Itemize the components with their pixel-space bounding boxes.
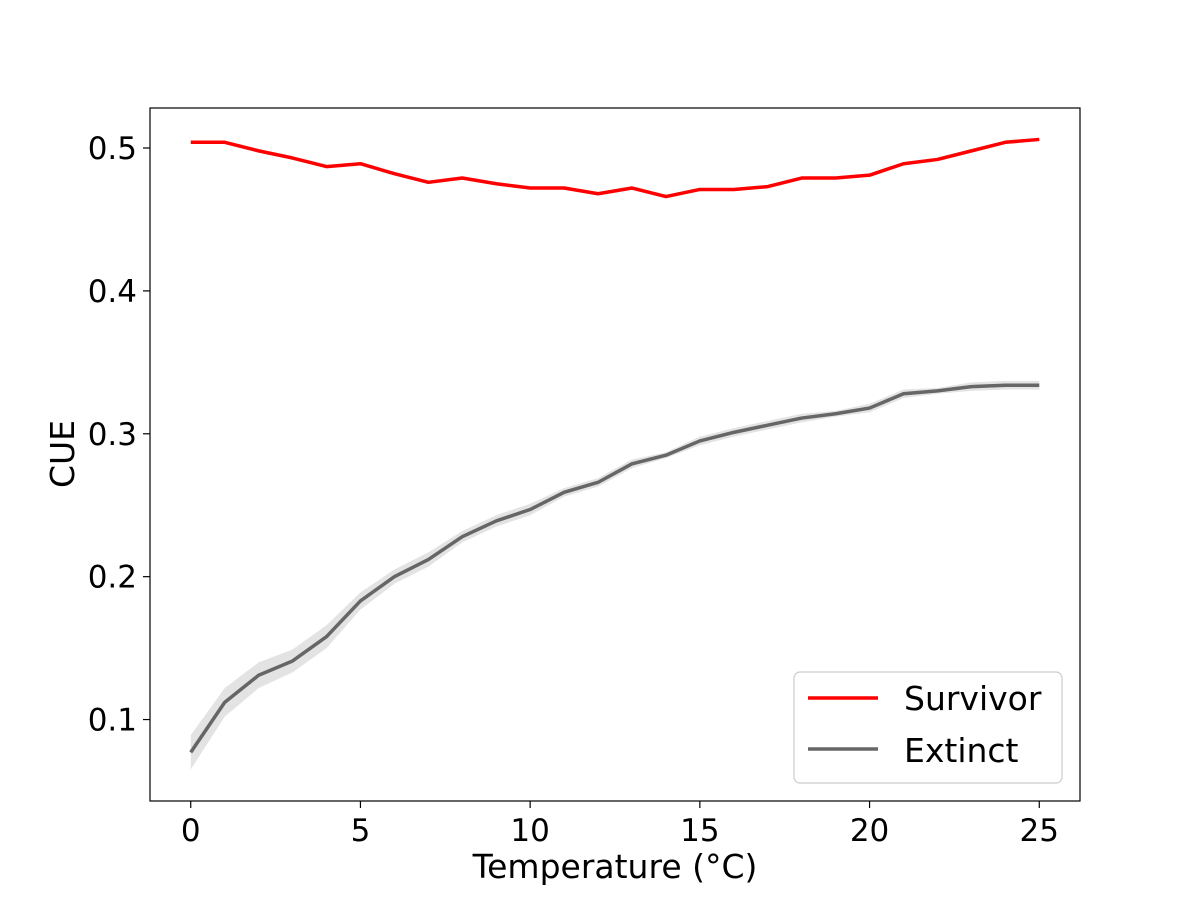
x-tick-label: 10: [510, 813, 549, 849]
y-tick-label: 0.4: [88, 274, 137, 310]
x-tick-label: 5: [351, 813, 371, 849]
x-axis: 0 5 10 15 20 25: [181, 801, 1059, 849]
legend: Survivor Extinct: [793, 671, 1063, 784]
x-axis-label: Temperature (°C): [472, 847, 758, 886]
x-tick-label: 20: [850, 813, 889, 849]
series-layer: [189, 137, 1040, 754]
y-tick-label: 0.1: [88, 703, 137, 739]
legend-label-extinct: Extinct: [904, 731, 1019, 770]
y-tick-label: 0.3: [88, 417, 137, 453]
x-tick-label: 25: [1020, 813, 1059, 849]
x-tick-label: 0: [181, 813, 201, 849]
plot-frame: [149, 107, 1081, 802]
y-tick-label: 0.5: [88, 131, 137, 167]
y-axis: 0.1 0.2 0.3 0.4 0.5: [88, 131, 150, 739]
series-line-survivor: [190, 137, 1040, 199]
x-tick-label: 15: [680, 813, 719, 849]
y-axis-label: CUE: [43, 420, 82, 488]
series-line-extinct: [189, 383, 1040, 754]
legend-label-survivor: Survivor: [904, 679, 1042, 718]
y-tick-label: 0.2: [88, 560, 137, 596]
